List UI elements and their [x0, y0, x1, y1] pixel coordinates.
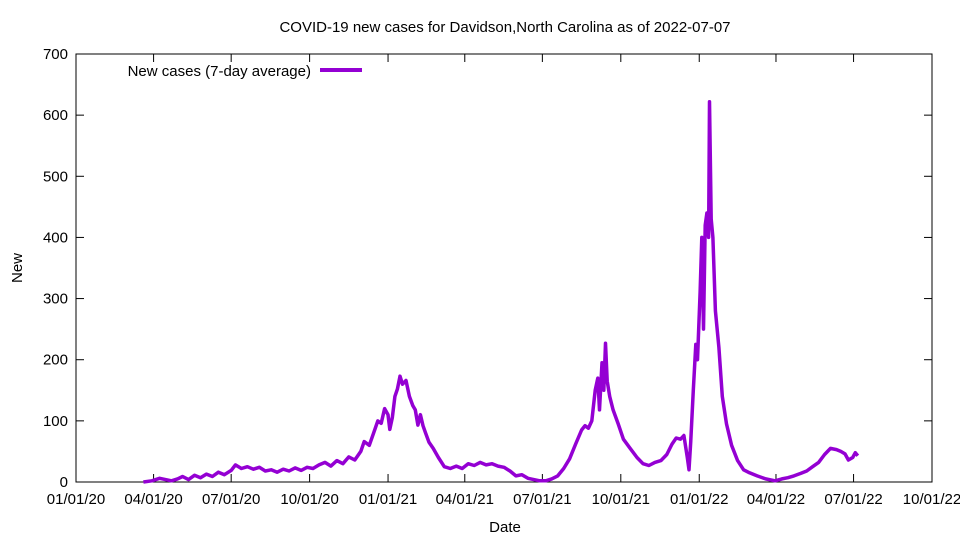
- x-tick-label: 04/01/21: [436, 491, 494, 508]
- series-line-new-cases: [143, 99, 860, 484]
- y-axis-ticks: 0 100 200 300 400 500 600 700: [43, 46, 932, 491]
- y-tick-label: 300: [43, 291, 68, 308]
- x-tick-label: 04/01/20: [124, 491, 182, 508]
- chart-title: COVID-19 new cases for Davidson,North Ca…: [279, 19, 730, 36]
- x-tick-label: 01/01/21: [359, 491, 417, 508]
- legend-label: New cases (7-day average): [128, 63, 311, 80]
- x-tick-label: 01/01/22: [670, 491, 728, 508]
- y-tick-label: 700: [43, 46, 68, 63]
- x-axis-ticks: 01/01/20 04/01/20 07/01/20 10/01/20 01/01/21…: [47, 54, 960, 508]
- y-tick-label: 100: [43, 413, 68, 430]
- x-tick-label: 01/01/20: [47, 491, 105, 508]
- plot-frame: [75, 53, 933, 483]
- y-tick-label: 200: [43, 352, 68, 369]
- y-axis-label: New: [9, 253, 26, 283]
- x-tick-label: 07/01/21: [513, 491, 571, 508]
- y-tick-label: 600: [43, 107, 68, 124]
- y-tick-label: 0: [60, 474, 68, 491]
- y-tick-label: 500: [43, 168, 68, 185]
- x-axis-label: Date: [489, 519, 521, 536]
- x-tick-label: 07/01/20: [202, 491, 260, 508]
- x-tick-label: 10/01/21: [592, 491, 650, 508]
- x-tick-label: 07/01/22: [824, 491, 882, 508]
- x-tick-label: 10/01/22: [903, 491, 960, 508]
- x-tick-label: 04/01/22: [747, 491, 805, 508]
- series-group: [143, 99, 860, 484]
- x-tick-label: 10/01/20: [280, 491, 338, 508]
- y-tick-label: 400: [43, 229, 68, 246]
- legend: New cases (7-day average): [128, 63, 362, 80]
